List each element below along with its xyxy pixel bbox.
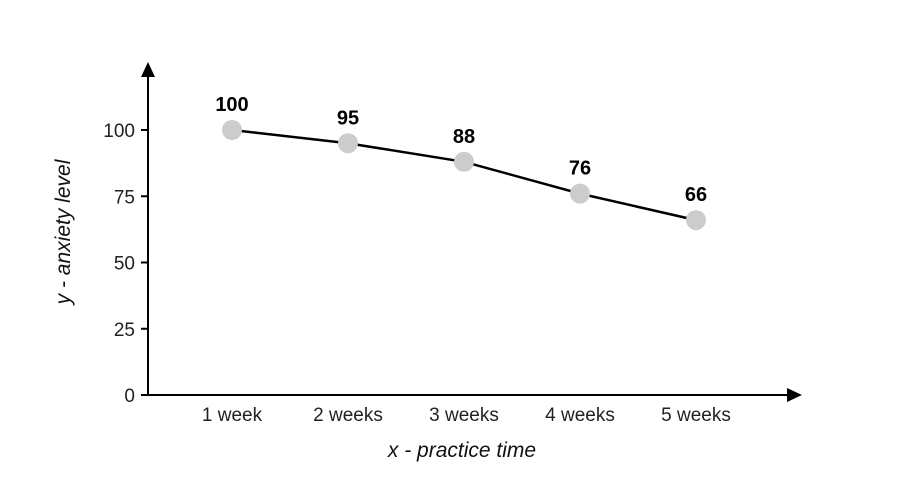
x-tick-label: 2 weeks — [313, 405, 383, 426]
data-label: 100 — [215, 94, 248, 116]
data-point — [222, 120, 242, 140]
y-axis-arrow — [141, 62, 155, 77]
y-axis-title: y - anxiety level — [52, 158, 75, 306]
data-point — [570, 183, 590, 204]
data-label: 95 — [337, 107, 359, 129]
y-tick-label: 50 — [114, 254, 135, 275]
axes — [141, 62, 802, 402]
x-tick-label: 4 weeks — [545, 405, 615, 426]
y-tick-label: 0 — [124, 386, 135, 407]
x-axis-title: x - practice time — [387, 439, 536, 462]
data-label: 88 — [453, 126, 475, 148]
data-label: 76 — [569, 158, 591, 180]
y-tick-label: 100 — [103, 121, 135, 142]
x-tick-label: 3 weeks — [429, 405, 499, 426]
y-tick-label: 25 — [114, 320, 135, 341]
y-tick-label: 75 — [114, 187, 135, 208]
data-point — [686, 210, 706, 231]
data-point — [454, 151, 474, 172]
x-tick-label: 1 week — [202, 405, 263, 426]
x-tick-label: 5 weeks — [661, 405, 731, 426]
data-point — [338, 133, 358, 154]
series: 100 95 88 76 66 — [215, 94, 707, 231]
data-label: 66 — [685, 184, 707, 206]
y-ticks: 0 25 50 75 100 — [103, 121, 148, 407]
x-ticks: 1 week 2 weeks 3 weeks 4 weeks 5 weeks — [202, 405, 731, 426]
x-axis-arrow — [787, 388, 802, 402]
